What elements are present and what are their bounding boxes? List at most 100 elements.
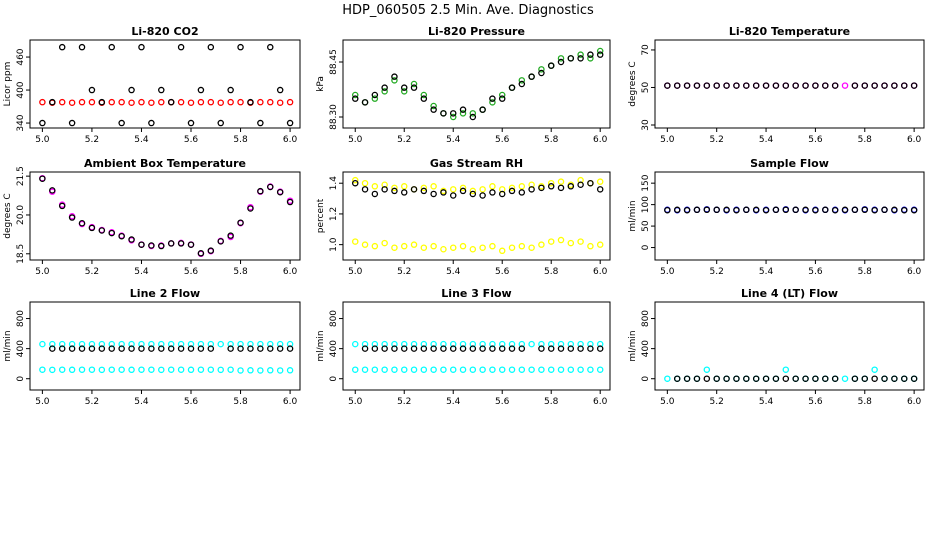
data-point [703,82,711,89]
data-point [187,119,195,127]
y-tick-label: 800 [329,310,339,327]
data-point [88,98,96,106]
data-point [479,340,486,348]
data-point [400,345,408,352]
x-tick-label: 5.2 [397,135,411,145]
data-point [118,340,125,348]
data-point [410,345,418,352]
data-point [891,375,898,382]
data-point [276,188,284,196]
data-point [703,206,711,214]
data-point [267,367,274,374]
data-point [498,190,506,198]
data-point [459,345,467,352]
y-tick-label: 18.5 [16,244,26,264]
data-point [538,66,545,73]
data-point [743,375,750,382]
data-point [528,340,535,348]
data-point [247,367,254,374]
data-point [459,184,467,192]
data-point [430,242,437,250]
main-title: HDP_060505 2.5 Min. Ave. Diagnostics [342,3,594,18]
y-tick-label: 70 [641,44,651,56]
data-point [237,98,244,106]
x-tick-label: 5.8 [544,135,559,145]
data-point [138,43,145,51]
y-tick-label: 1.4 [329,176,339,191]
data-point [469,345,477,352]
data-point [518,183,526,190]
data-point [361,99,369,106]
data-point [371,366,379,373]
data-point [802,375,809,382]
x-tick-label: 6.0 [907,135,922,145]
data-point [831,82,839,89]
data-point [587,55,594,62]
panel-title: Line 4 (LT) Flow [741,287,838,300]
x-tick-label: 5.4 [446,267,461,277]
data-point [861,206,869,214]
data-point [910,82,918,89]
data-point [148,119,155,127]
y-tick-label: 400 [16,81,26,98]
data-point [782,82,790,89]
data-point [158,98,165,106]
data-point [167,366,175,373]
data-point [851,375,859,382]
data-point [118,366,125,373]
x-tick-label: 6.0 [593,267,608,277]
data-point [752,82,760,89]
data-point [469,113,477,121]
data-point [351,238,359,245]
data-point [78,340,86,348]
data-point [371,91,379,99]
x-tick-label: 5.8 [233,397,248,407]
data-point [498,366,506,373]
data-point [410,84,418,91]
data-point [420,340,428,348]
data-point [831,375,839,382]
x-tick-label: 6.0 [907,397,922,407]
data-point [371,340,379,348]
y-tick-label: 50 [641,81,651,93]
data-point [518,345,526,352]
data-point [88,340,96,348]
data-point [128,86,135,94]
data-point [518,366,526,373]
y-tick-label: 0 [641,244,651,250]
data-point [78,43,86,51]
data-point [381,88,388,95]
data-point [247,205,254,212]
data-point [197,340,205,348]
y-tick-label: 400 [329,340,339,357]
x-tick-label: 5.0 [35,267,50,277]
data-point [567,183,575,190]
data-point [831,206,839,214]
x-tick-label: 5.6 [495,135,510,145]
data-point [547,179,555,187]
data-point [449,345,457,352]
data-point [257,345,264,352]
data-point [673,375,681,382]
data-point [381,345,388,352]
data-point [822,375,829,382]
data-point [88,345,96,352]
data-point [410,186,418,193]
x-tick-label: 5.2 [85,397,99,407]
y-tick-label: 460 [16,48,26,65]
data-point [227,345,234,352]
x-tick-label: 5.2 [85,267,99,277]
data-point [410,80,418,88]
data-point [489,340,496,348]
data-point [901,206,908,214]
data-point [596,345,604,352]
data-point [881,375,888,382]
data-point [891,82,898,89]
y-tick-label: 20.0 [16,205,26,225]
data-point [410,366,418,373]
data-point [528,366,535,373]
data-point [381,186,388,193]
x-tick-label: 6.0 [907,267,922,277]
data-point [138,98,145,106]
data-point [792,375,799,382]
